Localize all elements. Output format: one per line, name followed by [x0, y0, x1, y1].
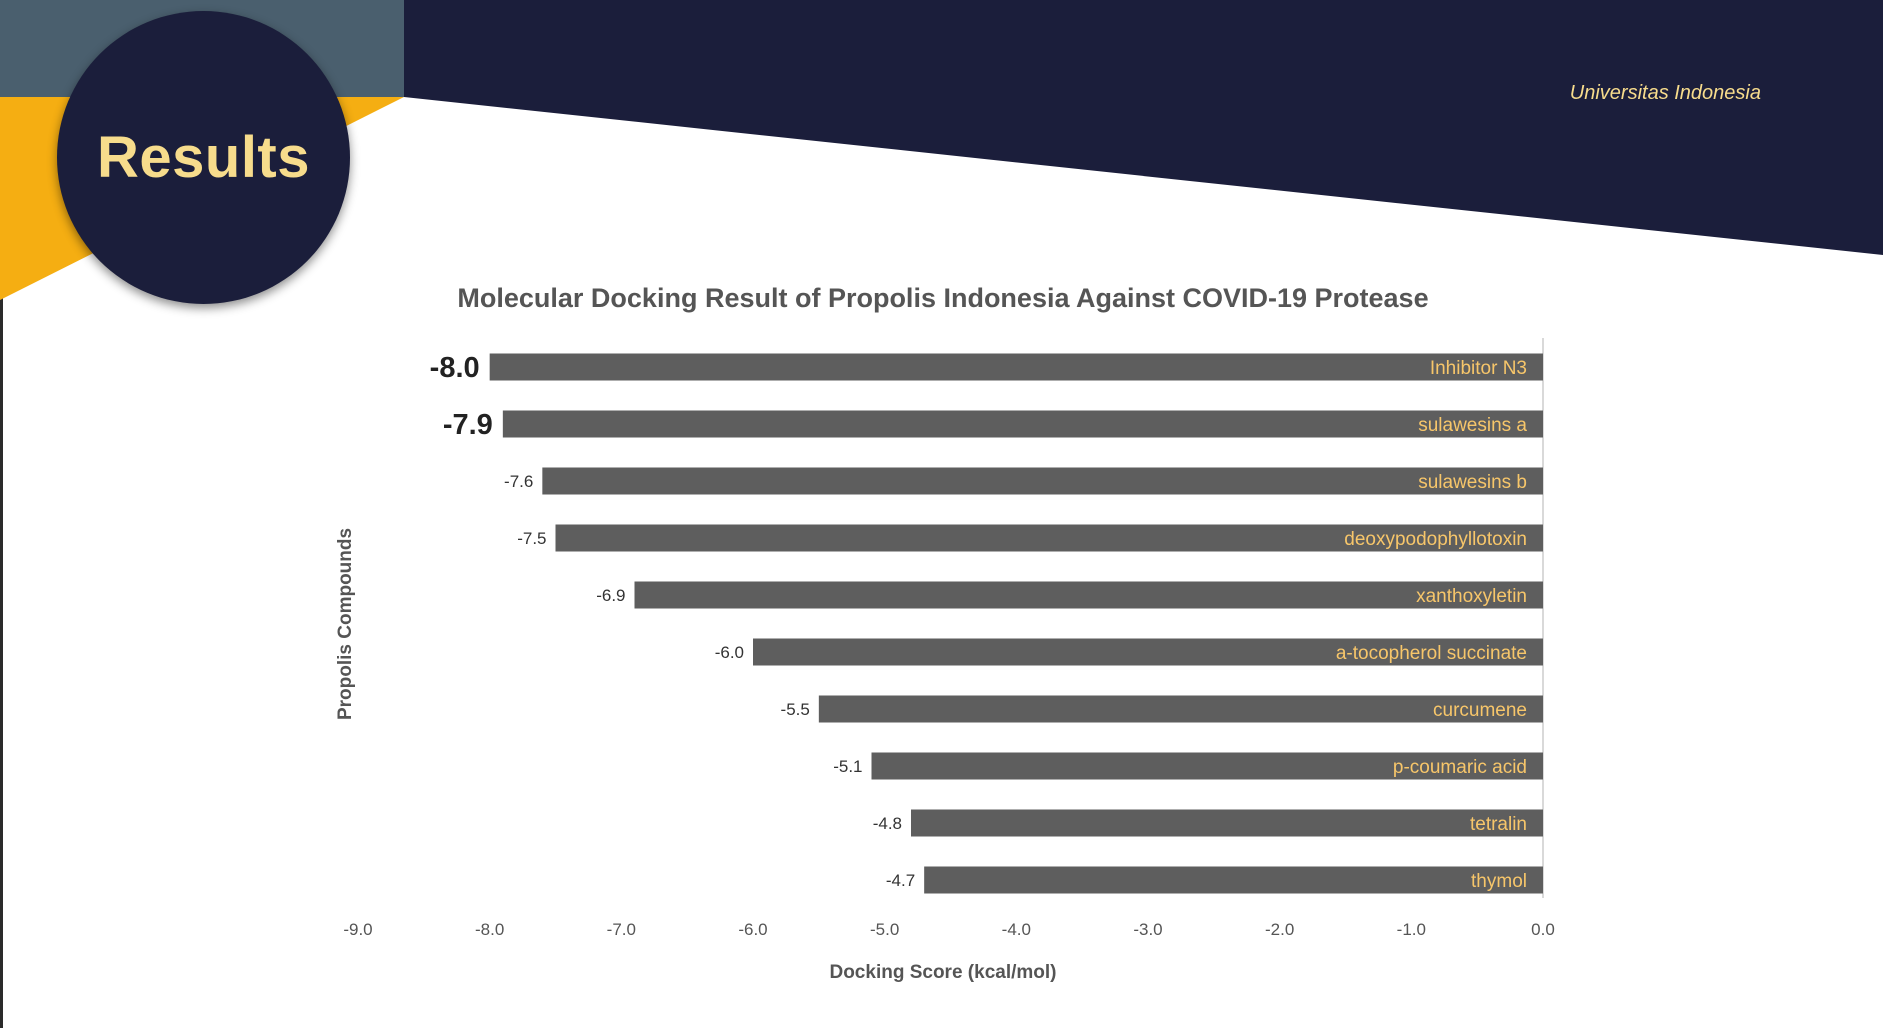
chart-title: Molecular Docking Result of Propolis Ind… [457, 283, 1428, 313]
data-label: -4.8 [873, 814, 902, 833]
category-label: p-coumaric acid [1393, 757, 1527, 778]
x-tick-label: -4.0 [1002, 920, 1031, 939]
data-label: -7.6 [504, 472, 533, 491]
bar-deoxypodophyllotoxin [555, 524, 1543, 552]
title-circle: Results [57, 11, 350, 304]
category-label: tetralin [1470, 814, 1527, 835]
category-label: deoxypodophyllotoxin [1344, 529, 1527, 550]
bar-a-tocopherol-succinate [753, 638, 1543, 666]
x-tick-label: -2.0 [1265, 920, 1294, 939]
x-tick-label: -7.0 [607, 920, 636, 939]
bar-p-coumaric-acid [871, 752, 1543, 780]
category-label: sulawesins b [1418, 472, 1527, 493]
x-tick-label: -3.0 [1133, 920, 1162, 939]
data-label: -7.5 [517, 529, 546, 548]
bar-curcumene [818, 695, 1543, 723]
y-axis-title: Propolis Compounds [335, 528, 356, 720]
x-tick-label: -8.0 [475, 920, 504, 939]
data-label: -6.9 [596, 586, 625, 605]
category-label: Inhibitor N3 [1430, 358, 1527, 379]
data-label: -5.5 [781, 700, 810, 719]
institution-name: Universitas Indonesia [1569, 82, 1761, 104]
data-label: -5.1 [833, 757, 862, 776]
x-tick-label: -5.0 [870, 920, 899, 939]
category-label: curcumene [1433, 700, 1527, 721]
bar-sulawesins-a [502, 410, 1543, 438]
data-label: -4.7 [886, 871, 915, 890]
slide-left-edge [0, 0, 3, 1028]
bars: Inhibitor N3 -8.0 sulawesins a -7.9 sulawesi… [430, 352, 1544, 894]
data-label: -6.0 [715, 643, 744, 662]
category-label: thymol [1471, 871, 1527, 892]
x-tick-label: 0.0 [1531, 920, 1555, 939]
x-tick-label: -6.0 [738, 920, 767, 939]
category-label: a-tocopherol succinate [1336, 643, 1527, 664]
x-axis-ticks: -9.0 -8.0 -7.0 -6.0 -5.0 -4.0 -3.0 -2.0 -1.0 0.0 [343, 920, 1554, 939]
page-title: Results [96, 125, 310, 190]
bar-tetralin [911, 809, 1543, 837]
navy-banner [404, 0, 1883, 255]
bar-sulawesins-b [542, 467, 1543, 495]
category-label: xanthoxyletin [1416, 586, 1527, 607]
x-tick-label: -9.0 [343, 920, 372, 939]
bar-xanthoxyletin [634, 581, 1543, 609]
x-axis-title: Docking Score (kcal/mol) [829, 962, 1056, 983]
bar-thymol [924, 866, 1543, 894]
bar-inhibitor-n3 [489, 353, 1544, 381]
category-label: sulawesins a [1418, 415, 1527, 436]
data-label: -8.0 [430, 352, 480, 384]
x-tick-label: -1.0 [1397, 920, 1426, 939]
data-label: -7.9 [443, 409, 493, 441]
